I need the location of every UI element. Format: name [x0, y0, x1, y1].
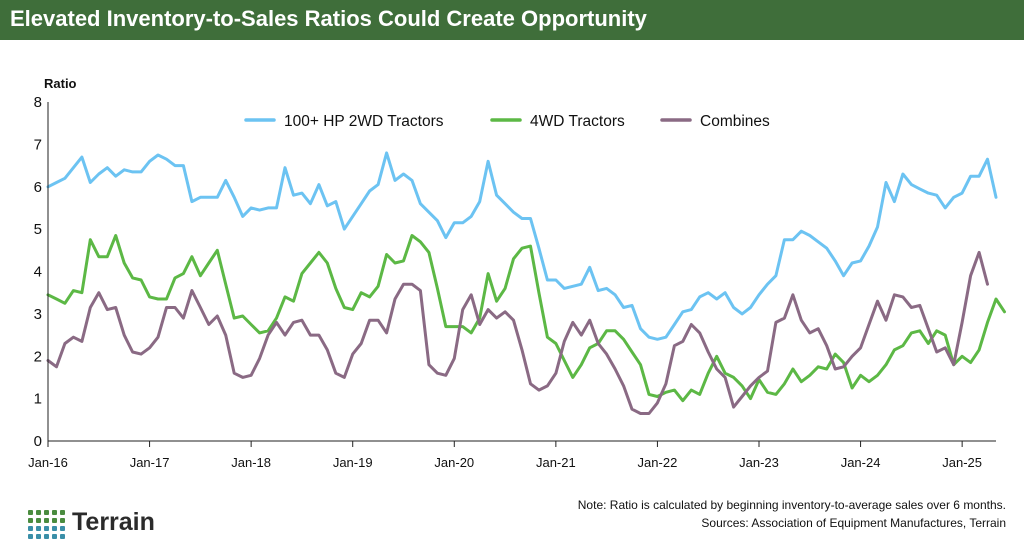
x-tick-label: Jan-19 [333, 455, 373, 470]
x-tick-label: Jan-16 [28, 455, 68, 470]
y-tick-label: 0 [34, 433, 42, 450]
y-tick-label: 5 [34, 221, 42, 238]
title-bar: Elevated Inventory-to-Sales Ratios Could… [0, 0, 1024, 40]
x-tick-label: Jan-17 [130, 455, 170, 470]
y-tick-label: 1 [34, 391, 42, 408]
terrain-logo: Terrain [26, 506, 206, 542]
x-tick-label: Jan-22 [638, 455, 678, 470]
y-tick-label: 6 [34, 179, 42, 196]
y-tick-label: 3 [34, 306, 42, 323]
x-tick-label: Jan-25 [942, 455, 982, 470]
legend-label: Combines [700, 113, 770, 130]
legend-label: 4WD Tractors [530, 113, 625, 130]
series-line-0 [46, 151, 998, 341]
y-tick-label: 8 [34, 94, 42, 111]
terrain-logo-icon [28, 510, 65, 539]
y-axis-title: Ratio [44, 76, 77, 91]
brand-name: Terrain [72, 508, 155, 536]
x-tick-label: Jan-23 [739, 455, 779, 470]
x-tick-label: Jan-20 [434, 455, 474, 470]
x-tick-label: Jan-18 [231, 455, 271, 470]
x-tick-label: Jan-21 [536, 455, 576, 470]
y-tick-label: 2 [34, 348, 42, 365]
y-tick-label: 4 [34, 264, 42, 281]
x-tick-label: Jan-24 [841, 455, 881, 470]
y-tick-label: 7 [34, 136, 42, 153]
legend-label: 100+ HP 2WD Tractors [284, 113, 444, 130]
footnote: Note: Ratio is calculated by beginning i… [577, 498, 1006, 512]
page-title: Elevated Inventory-to-Sales Ratios Could… [10, 6, 647, 31]
sources-line: Sources: Association of Equipment Manufa… [701, 516, 1006, 530]
line-chart: Ratio 0 1 2 3 4 5 6 7 8 Jan-16 Jan-17 Jan-18 Jan-19 Ja… [28, 76, 1006, 470]
series-line-2 [46, 250, 989, 415]
